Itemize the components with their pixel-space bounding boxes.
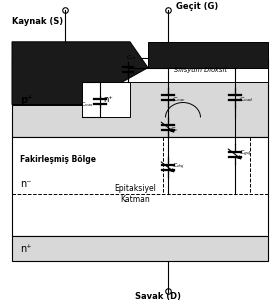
Text: Kaynak (S): Kaynak (S) [12, 18, 63, 26]
Bar [82, 82, 130, 117]
Text: Savak (D): Savak (D) [135, 292, 181, 301]
Text: Fakirleşmiş Bölge: Fakirleşmiş Bölge [20, 155, 96, 164]
Text: Geçit (G): Geçit (G) [176, 2, 218, 11]
Text: Epitaksiyel
Katman: Epitaksiyel Katman [114, 185, 156, 204]
Text: n⁺: n⁺ [20, 244, 32, 254]
Text: $C_{oxs}$: $C_{oxs}$ [80, 100, 94, 109]
Text: $C_{oxd}$: $C_{oxd}$ [239, 95, 253, 104]
Bar [12, 236, 268, 261]
Text: n⁺: n⁺ [103, 95, 113, 104]
Text: $C_m$: $C_m$ [126, 53, 136, 62]
Bar [12, 58, 268, 137]
Polygon shape [148, 42, 268, 68]
Bar [12, 42, 130, 68]
Text: $C_{dsj}$: $C_{dsj}$ [172, 162, 185, 172]
Text: n⁻: n⁻ [20, 179, 32, 189]
Bar [12, 68, 82, 104]
Bar [12, 137, 268, 236]
Bar [82, 58, 268, 82]
Text: Silisyum Dioksit: Silisyum Dioksit [174, 67, 227, 73]
Text: $C_{oxc}$: $C_{oxc}$ [172, 95, 186, 104]
Text: p⁺: p⁺ [20, 95, 32, 104]
Polygon shape [12, 42, 148, 104]
Text: $C_{gdj}$: $C_{gdj}$ [239, 149, 252, 159]
Text: $C_c$: $C_c$ [170, 125, 179, 134]
